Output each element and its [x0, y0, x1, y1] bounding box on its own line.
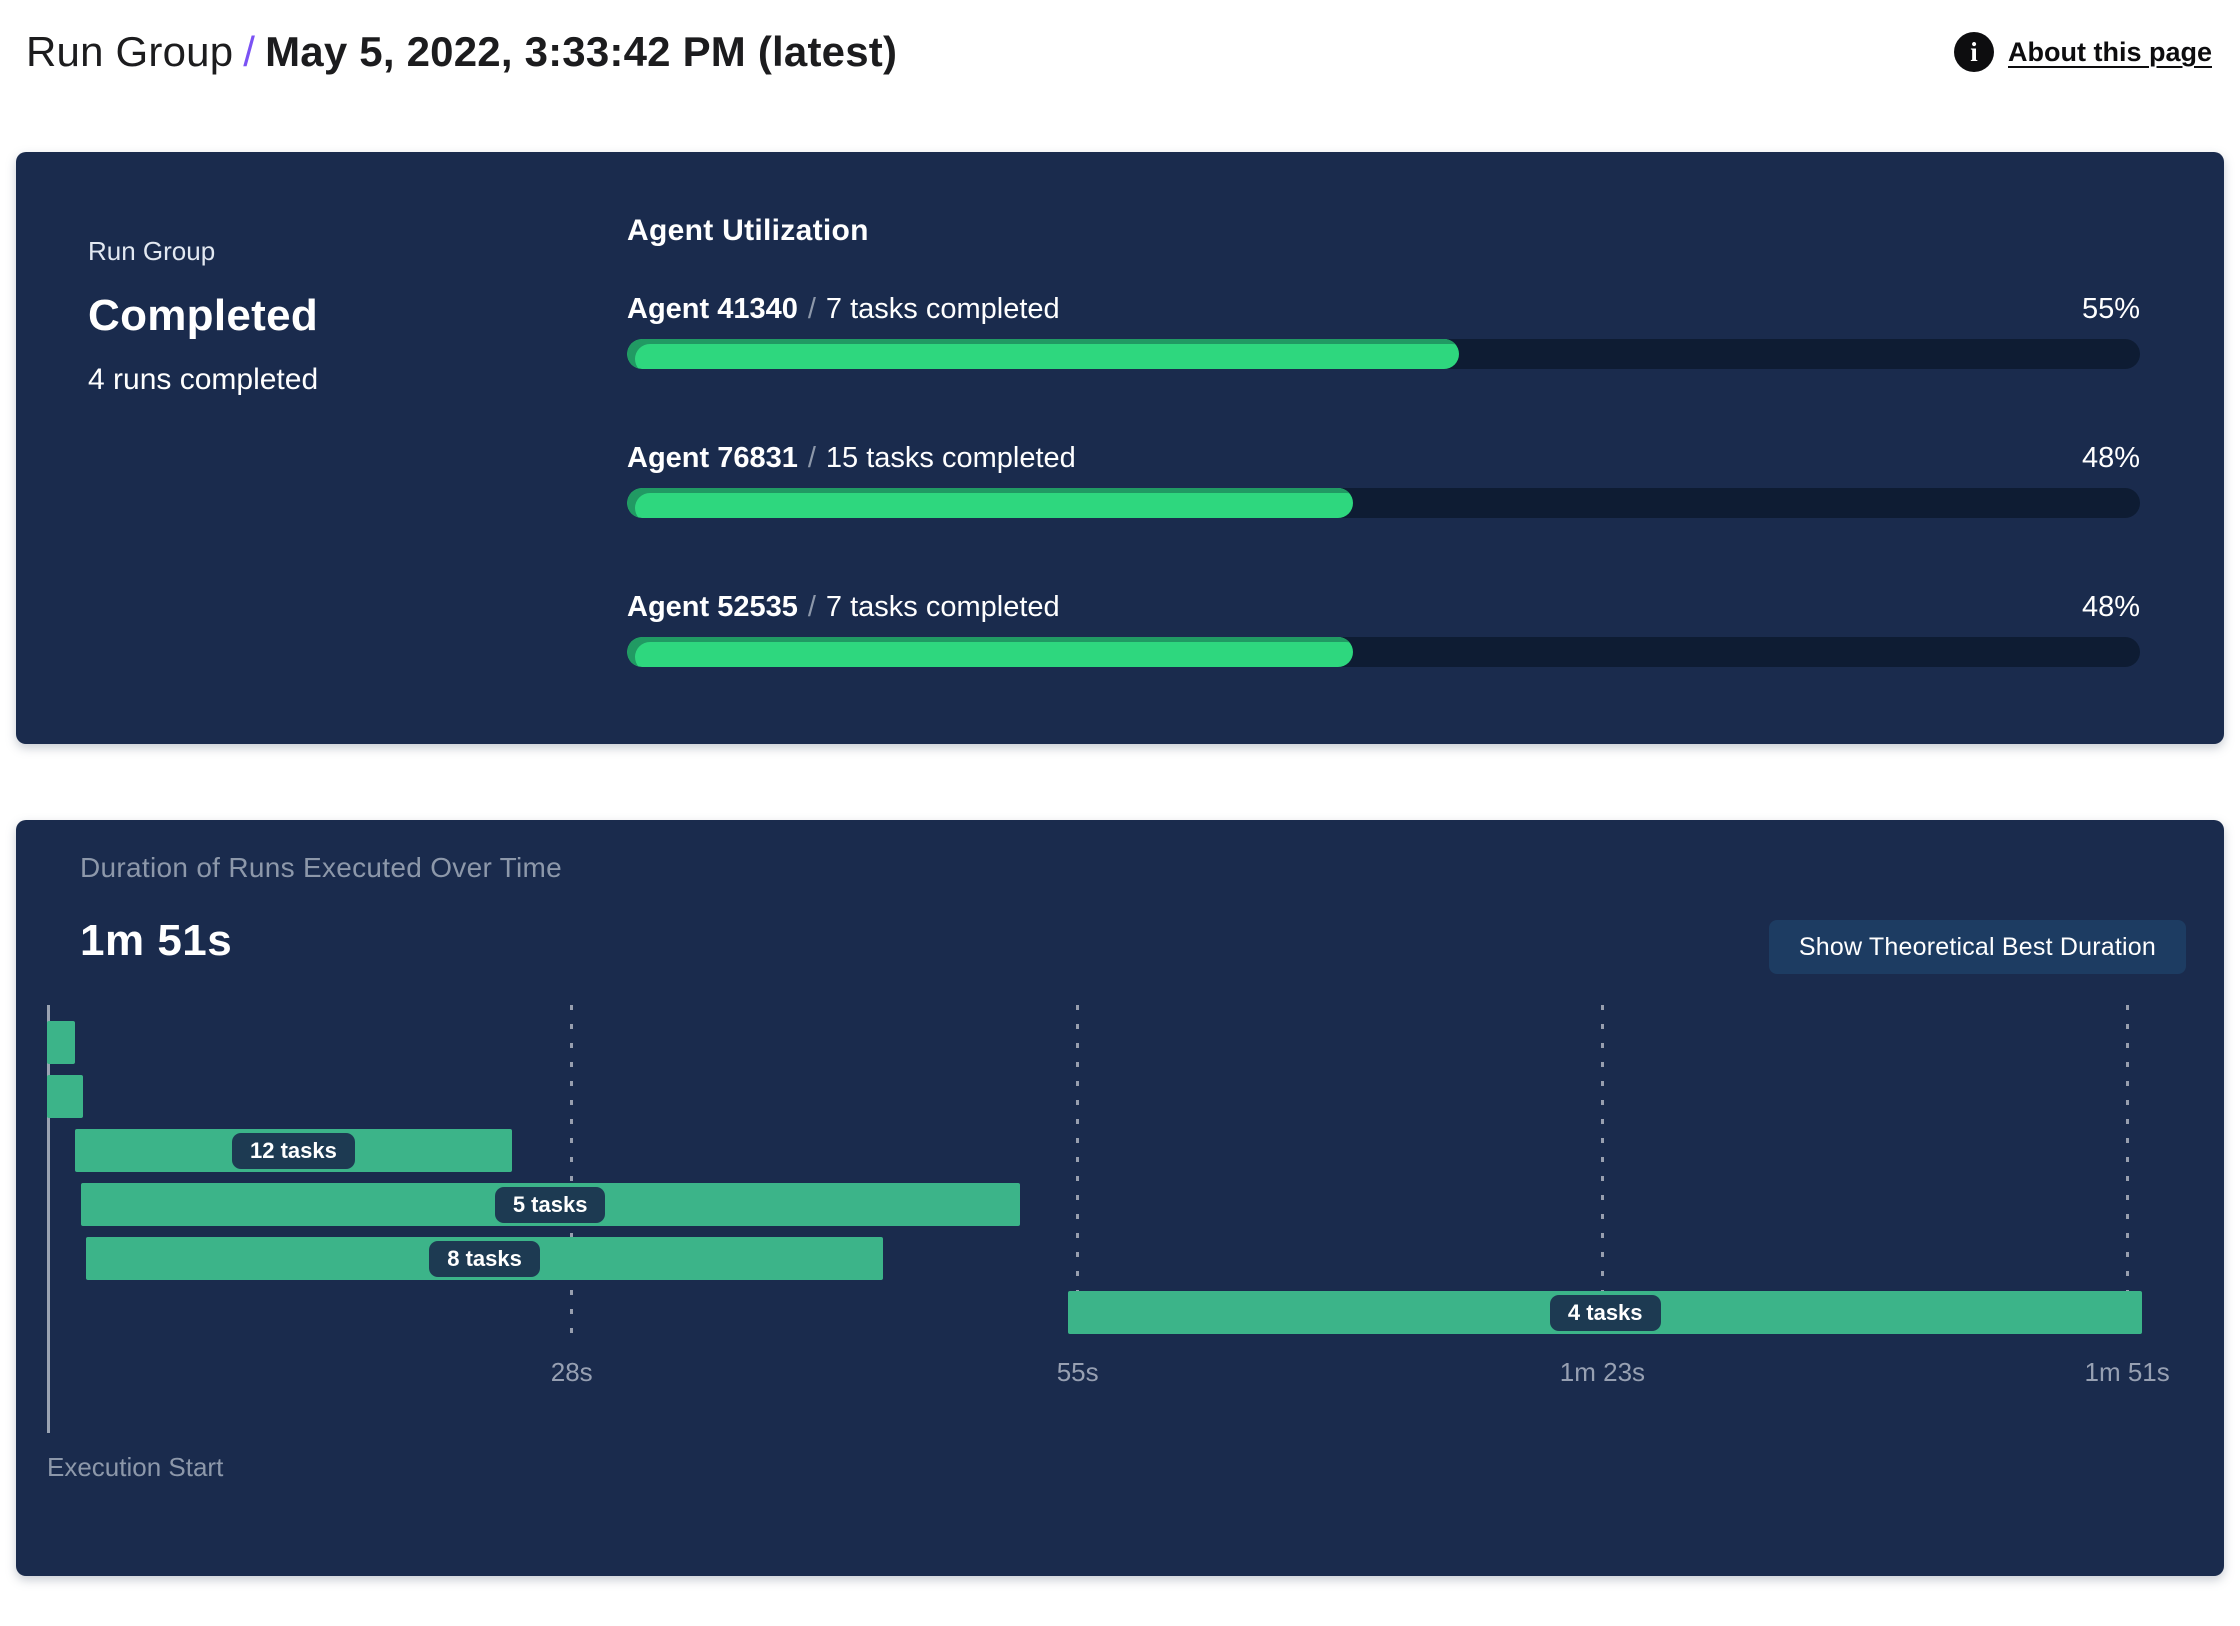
run-group-summary-panel: Run Group Completed 4 runs completed Age…	[16, 152, 2224, 744]
agent-utilization-row: Agent 41340 / 7 tasks completed 55%	[627, 292, 2140, 369]
utilization-bar-fill	[627, 488, 1354, 518]
about-this-page[interactable]: i About this page	[1954, 32, 2212, 72]
tasks-completed-label: 7 tasks completed	[825, 591, 1060, 623]
tasks-completed-label: 7 tasks completed	[825, 293, 1060, 325]
run-duration-bar[interactable]: 12 tasks	[75, 1129, 512, 1172]
run-duration-bar[interactable]: 8 tasks	[86, 1237, 883, 1280]
utilization-bar-track	[627, 339, 2140, 369]
run-group-label: Run Group	[88, 236, 216, 266]
run-group-status: Run Group Completed 4 runs completed	[16, 152, 627, 744]
page-title: Run Group / May 5, 2022, 3:33:42 PM (lates…	[26, 28, 897, 76]
x-gridline	[1076, 1005, 1080, 1347]
breadcrumb-separator: /	[243, 28, 256, 75]
y-axis-line	[47, 1005, 50, 1433]
utilization-bar-track	[627, 637, 2140, 667]
run-duration-bar[interactable]	[47, 1075, 83, 1118]
agent-utilization-rows: Agent 41340 / 7 tasks completed 55% Agent 76…	[627, 292, 2140, 667]
run-duration-bar[interactable]	[47, 1021, 76, 1064]
x-tick-label: 1m 23s	[1559, 1357, 1646, 1387]
utilization-bar-fill	[627, 339, 1460, 369]
run-title: May 5, 2022, 3:33:42 PM (latest)	[265, 28, 898, 75]
agent-utilization-section: Agent Utilization Agent 41340 / 7 tasks co…	[627, 152, 2224, 744]
run-duration-bar[interactable]: 5 tasks	[80, 1183, 1020, 1226]
agent-name: Agent 76831	[627, 442, 798, 474]
execution-start-label: Execution Start	[47, 1452, 224, 1482]
runs-completed-count: 4 runs completed	[88, 363, 319, 396]
duration-chart-title: Duration of Runs Executed Over Time	[80, 852, 563, 883]
separator: /	[807, 293, 816, 325]
x-tick-label: 28s	[550, 1357, 593, 1387]
utilization-percent: 55%	[2081, 293, 2140, 325]
utilization-bar-track	[627, 488, 2140, 518]
x-tick-label: 1m 51s	[2084, 1357, 2170, 1387]
agent-name: Agent 52535	[627, 591, 798, 623]
duration-chart-panel: Duration of Runs Executed Over Time 1m 5…	[16, 820, 2224, 1576]
total-duration-value: 1m 51s	[80, 916, 233, 965]
task-count-pill: 4 tasks	[1549, 1294, 1661, 1331]
x-tick-label: 55s	[1056, 1357, 1099, 1387]
gantt-chart: Execution Start 28s 55s 1m 23s 1m 51s 12 tas…	[16, 820, 2224, 1576]
show-theoretical-best-duration-button[interactable]: Show Theoretical Best Duration	[1768, 920, 2186, 974]
task-count-pill: 5 tasks	[494, 1186, 606, 1223]
agent-utilization-row: Agent 52535 / 7 tasks completed 48%	[627, 590, 2140, 667]
x-gridline	[1600, 1005, 1604, 1347]
about-link[interactable]: About this page	[2008, 36, 2212, 67]
utilization-percent: 48%	[2081, 591, 2140, 623]
x-gridline	[570, 1005, 574, 1347]
status-value: Completed	[88, 291, 319, 340]
breadcrumb: Run Group	[26, 28, 234, 75]
agent-utilization-row: Agent 76831 / 15 tasks completed 48%	[627, 441, 2140, 518]
task-count-pill: 8 tasks	[429, 1240, 540, 1277]
run-duration-bar[interactable]: 4 tasks	[1068, 1291, 2143, 1334]
utilization-percent: 48%	[2081, 442, 2140, 474]
utilization-bar-fill	[627, 637, 1354, 667]
tasks-completed-label: 15 tasks completed	[825, 442, 1076, 474]
agent-name: Agent 41340	[627, 293, 798, 325]
info-icon: i	[1954, 32, 1994, 72]
separator: /	[807, 442, 816, 474]
x-gridline	[2125, 1005, 2129, 1347]
separator: /	[807, 591, 816, 623]
task-count-pill: 12 tasks	[232, 1132, 355, 1169]
agent-utilization-title: Agent Utilization	[627, 214, 869, 247]
page-header: Run Group / May 5, 2022, 3:33:42 PM (lates…	[0, 0, 2240, 104]
